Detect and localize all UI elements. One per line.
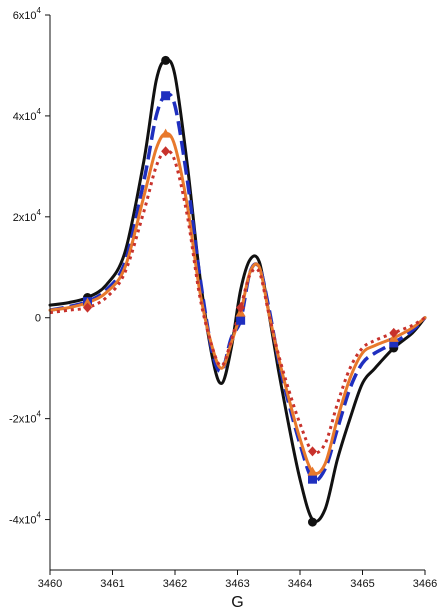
series-4-marker bbox=[236, 302, 246, 313]
series-2-marker bbox=[308, 474, 317, 484]
series-3-marker bbox=[160, 128, 171, 138]
y-tick-base: -4x10 bbox=[9, 515, 37, 527]
y-tick-label: -4x104 bbox=[9, 511, 42, 527]
series-4-marker bbox=[308, 446, 317, 457]
series-line-1 bbox=[48, 58, 427, 523]
y-tick-exponent: 4 bbox=[37, 208, 42, 217]
y-tick-exponent: 4 bbox=[37, 410, 42, 419]
y-tick-label: 6x104 bbox=[13, 6, 42, 22]
y-tick-base: 6x10 bbox=[13, 10, 37, 22]
x-tick-label: 3460 bbox=[38, 578, 62, 590]
y-tick-base: 4x10 bbox=[13, 111, 37, 123]
x-axis-title: G bbox=[231, 594, 243, 610]
y-tick-base: 2x10 bbox=[13, 212, 37, 224]
series-2-marker bbox=[236, 315, 246, 325]
y-tick-label: 2x104 bbox=[13, 208, 42, 224]
series-line-2 bbox=[49, 92, 427, 483]
series-layer bbox=[48, 58, 427, 523]
x-tick-label: 3462 bbox=[163, 578, 187, 590]
y-tick-label: 4x104 bbox=[13, 107, 42, 123]
series-2-marker bbox=[389, 338, 399, 348]
y-tick-exponent: 4 bbox=[37, 511, 42, 520]
series-4-marker bbox=[389, 327, 399, 338]
series-line-3 bbox=[48, 132, 427, 475]
x-tick-label: 3463 bbox=[225, 578, 249, 590]
y-tick-label: -2x104 bbox=[9, 410, 42, 426]
series-1-marker bbox=[308, 517, 317, 527]
series-3-marker bbox=[307, 466, 318, 476]
marker-layer bbox=[82, 55, 399, 527]
x-tick-label: 3466 bbox=[413, 578, 437, 590]
y-tick-exponent: 4 bbox=[37, 107, 42, 116]
y-tick-exponent: 4 bbox=[37, 6, 42, 15]
series-1-marker bbox=[161, 55, 171, 65]
y-tick-base: 0 bbox=[35, 313, 41, 325]
tick-layer: 3460 3461 3462 3463 3464 3465 34666x1044x1042x… bbox=[9, 6, 437, 590]
series-3-marker bbox=[82, 297, 93, 307]
series-4-marker bbox=[161, 146, 171, 157]
series-line-4 bbox=[49, 149, 426, 455]
x-tick-label: 3461 bbox=[100, 578, 124, 590]
y-tick-base: -2x10 bbox=[9, 414, 37, 426]
y-tick-label: 0 bbox=[35, 313, 41, 325]
series-2-marker bbox=[161, 91, 171, 101]
x-tick-label: 3465 bbox=[350, 578, 374, 590]
x-tick-label: 3464 bbox=[288, 578, 312, 590]
series-4-marker bbox=[83, 302, 92, 313]
